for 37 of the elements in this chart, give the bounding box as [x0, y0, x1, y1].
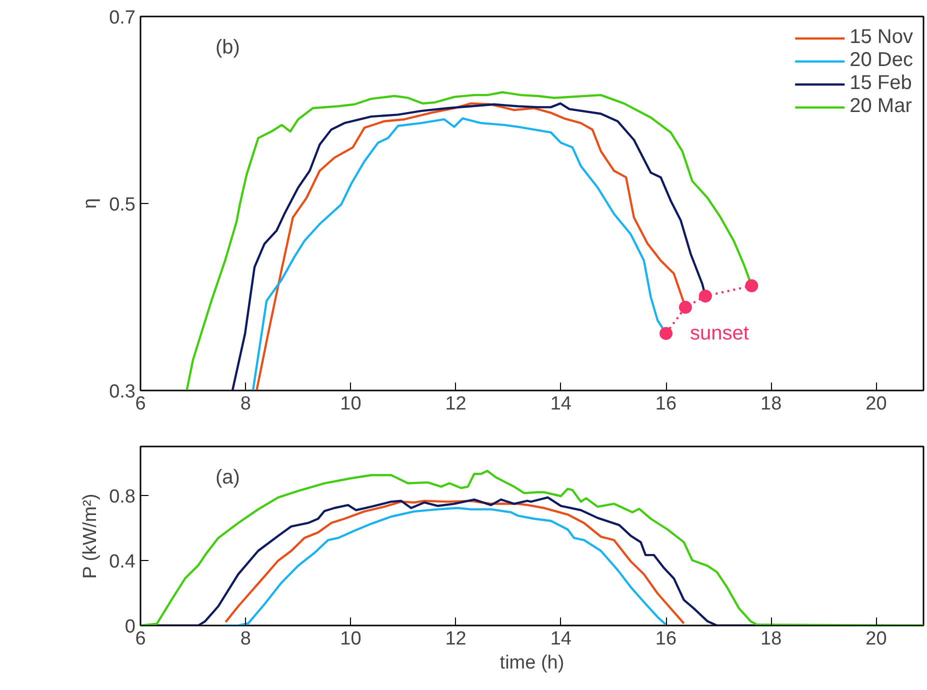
- x-tick-label: 20: [866, 628, 887, 650]
- x-tick-label: 6: [135, 628, 146, 650]
- x-tick-label: 8: [240, 394, 251, 414]
- y-axis-title: P (kW/m²): [80, 494, 102, 579]
- x-tick-label: 14: [550, 628, 572, 650]
- y-tick-label: 0.7: [109, 8, 136, 28]
- x-tick-label: 16: [655, 628, 677, 650]
- annotation: (b): [216, 36, 240, 58]
- x-tick-label: 8: [240, 628, 251, 650]
- point: [660, 326, 673, 340]
- annotation: (a): [216, 466, 240, 488]
- x-tick-label: 20: [866, 394, 887, 414]
- x-axis-title: time (h): [500, 652, 564, 674]
- point: [745, 279, 758, 292]
- legend-label: 20 Mar: [850, 95, 912, 118]
- y-tick-label: 0.8: [109, 486, 136, 508]
- y-tick-label: 0.5: [109, 194, 136, 216]
- y-tick-label: 0: [124, 616, 136, 638]
- y-axis-title: η: [80, 198, 102, 209]
- y-tick-label: 0.4: [109, 551, 136, 572]
- x-tick-label: 6: [135, 394, 146, 414]
- x-tick-label: 14: [550, 394, 572, 414]
- x-tick-label: 18: [760, 628, 782, 650]
- x-tick-label: 18: [760, 394, 782, 414]
- y-tick-label: 0.3: [109, 382, 136, 402]
- line-series: [140, 470, 924, 626]
- legend-label: 20 Dec: [850, 49, 913, 72]
- legend-label: 15 Feb: [850, 72, 912, 95]
- x-tick-label: 10: [340, 394, 362, 414]
- point: [698, 290, 712, 303]
- x-tick-label: 16: [655, 394, 677, 414]
- annotation: sunset: [690, 322, 750, 344]
- x-tick-label: 12: [445, 628, 466, 650]
- x-tick-label: 10: [340, 628, 362, 650]
- x-tick-label: 12: [445, 394, 466, 414]
- legend-label: 15 Nov: [850, 26, 913, 49]
- point: [678, 300, 692, 314]
